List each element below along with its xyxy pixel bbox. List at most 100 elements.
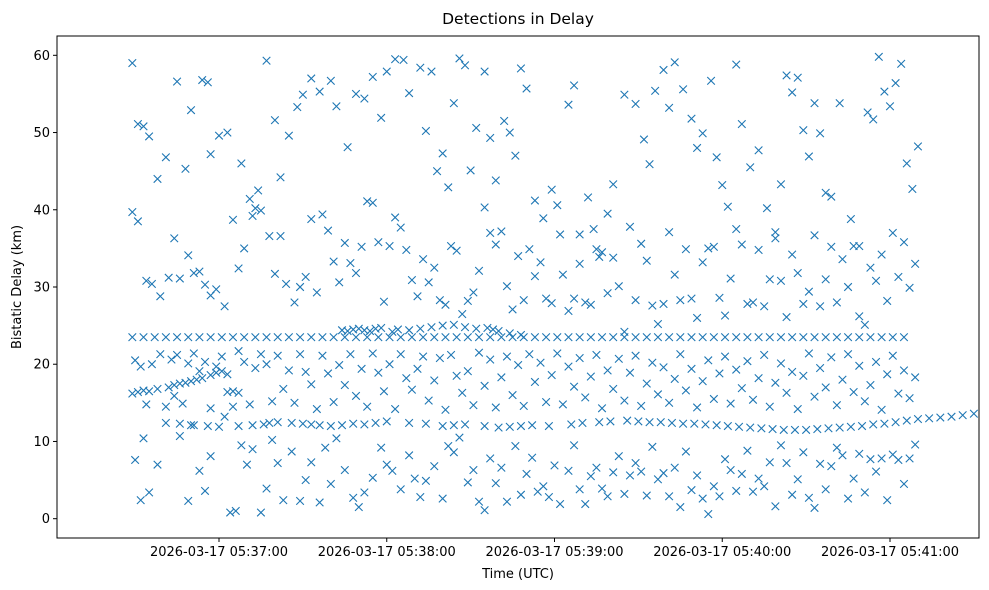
data-point <box>446 241 456 251</box>
data-point <box>449 421 459 430</box>
data-point <box>491 478 500 488</box>
data-point <box>597 333 607 342</box>
data-point <box>799 126 808 135</box>
data-point <box>754 373 763 383</box>
data-point <box>332 434 341 443</box>
data-point <box>502 497 512 506</box>
data-point <box>449 448 459 457</box>
y-tick-label: 40 <box>33 203 50 218</box>
data-point <box>625 368 635 377</box>
data-point <box>547 185 556 194</box>
data-point <box>290 398 299 408</box>
data-point <box>664 333 674 342</box>
data-point <box>217 366 226 376</box>
data-point <box>645 160 654 169</box>
data-point <box>351 268 361 278</box>
data-point <box>653 390 663 399</box>
data-point <box>776 276 786 286</box>
data-point <box>891 417 900 427</box>
data-point <box>346 258 355 268</box>
data-point <box>569 382 579 391</box>
data-point <box>239 333 249 342</box>
data-point <box>790 425 800 435</box>
data-point <box>458 388 467 397</box>
data-point <box>603 209 612 218</box>
y-axis-title: Bistatic Delay (km) <box>10 225 25 349</box>
data-point <box>262 333 271 342</box>
data-point <box>575 333 584 342</box>
data-point <box>541 333 551 342</box>
x-axis-title: Time (UTC) <box>481 567 554 582</box>
data-point <box>625 222 635 231</box>
data-point <box>231 506 240 516</box>
data-point <box>715 492 724 501</box>
data-point <box>315 87 324 96</box>
data-point <box>687 294 696 303</box>
series-0 <box>128 333 909 342</box>
data-point <box>620 327 629 336</box>
data-point <box>136 495 145 505</box>
data-point <box>631 333 640 342</box>
data-point <box>765 402 774 411</box>
data-point <box>539 482 548 491</box>
data-point <box>161 333 171 342</box>
data-point <box>371 418 380 428</box>
data-point <box>799 448 808 457</box>
data-point <box>458 309 467 319</box>
data-point <box>555 230 565 239</box>
data-point <box>312 288 322 297</box>
data-point <box>835 99 844 108</box>
data-point <box>771 378 780 387</box>
data-point <box>139 333 148 342</box>
data-point <box>374 368 383 377</box>
data-point <box>198 75 207 85</box>
data-point <box>880 419 889 428</box>
data-point <box>899 479 909 489</box>
data-point <box>351 391 361 401</box>
data-point <box>491 176 500 185</box>
data-point <box>189 349 199 358</box>
data-point <box>189 268 199 278</box>
data-point <box>416 324 425 333</box>
data-point <box>469 288 478 297</box>
data-point <box>184 496 193 506</box>
data-point <box>799 371 808 381</box>
data-point <box>374 238 383 247</box>
data-point <box>924 414 934 423</box>
data-point <box>815 459 825 469</box>
data-point <box>298 419 308 428</box>
data-point <box>505 128 514 137</box>
data-point <box>474 266 484 275</box>
data-point <box>642 256 651 265</box>
data-point <box>234 421 243 431</box>
data-point <box>754 474 763 483</box>
data-point <box>452 246 461 255</box>
data-point <box>195 267 204 276</box>
data-point <box>463 366 473 376</box>
data-point <box>519 295 528 305</box>
data-point <box>273 417 282 427</box>
data-point <box>307 214 316 224</box>
data-point <box>704 356 713 365</box>
data-point <box>871 276 881 286</box>
data-point <box>480 203 489 212</box>
data-point <box>776 180 786 189</box>
data-point <box>256 206 266 215</box>
data-point <box>843 494 853 503</box>
data-point <box>860 488 870 497</box>
data-point <box>787 367 797 377</box>
data-point <box>832 400 842 410</box>
data-point <box>765 333 774 342</box>
data-point <box>242 460 252 469</box>
data-point <box>866 333 875 342</box>
data-point <box>404 418 414 428</box>
data-point <box>522 84 531 93</box>
data-point <box>326 76 336 85</box>
data-point <box>203 421 213 431</box>
data-point <box>349 493 358 503</box>
data-point <box>430 333 439 342</box>
data-point <box>421 476 431 486</box>
data-point <box>539 214 548 223</box>
data-point <box>709 482 719 491</box>
